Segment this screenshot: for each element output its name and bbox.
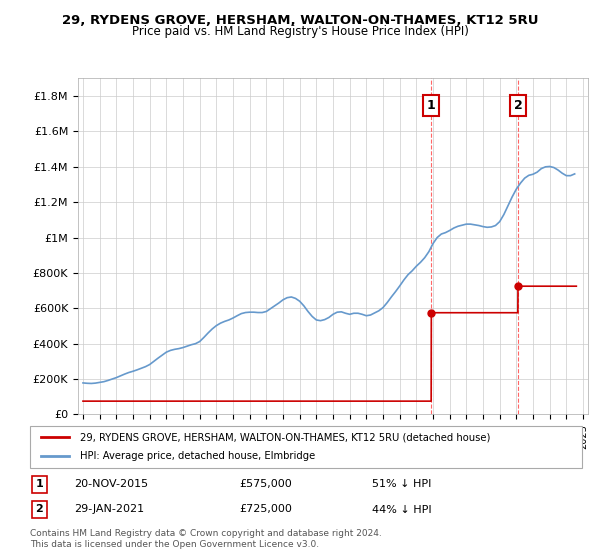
FancyBboxPatch shape xyxy=(30,426,582,468)
Text: £725,000: £725,000 xyxy=(240,505,293,515)
Text: 1: 1 xyxy=(427,99,436,112)
Text: HPI: Average price, detached house, Elmbridge: HPI: Average price, detached house, Elmb… xyxy=(80,451,315,461)
Text: 2: 2 xyxy=(35,505,43,515)
Text: £575,000: £575,000 xyxy=(240,479,293,489)
Text: 29, RYDENS GROVE, HERSHAM, WALTON-ON-THAMES, KT12 5RU (detached house): 29, RYDENS GROVE, HERSHAM, WALTON-ON-THA… xyxy=(80,432,490,442)
Text: Contains HM Land Registry data © Crown copyright and database right 2024.
This d: Contains HM Land Registry data © Crown c… xyxy=(30,529,382,549)
Text: 51% ↓ HPI: 51% ↓ HPI xyxy=(372,479,431,489)
Text: Price paid vs. HM Land Registry's House Price Index (HPI): Price paid vs. HM Land Registry's House … xyxy=(131,25,469,38)
Text: 1: 1 xyxy=(35,479,43,489)
Text: 29-JAN-2021: 29-JAN-2021 xyxy=(74,505,144,515)
Text: 44% ↓ HPI: 44% ↓ HPI xyxy=(372,505,432,515)
Text: 29, RYDENS GROVE, HERSHAM, WALTON-ON-THAMES, KT12 5RU: 29, RYDENS GROVE, HERSHAM, WALTON-ON-THA… xyxy=(62,14,538,27)
Text: 2: 2 xyxy=(514,99,523,112)
Text: 20-NOV-2015: 20-NOV-2015 xyxy=(74,479,148,489)
